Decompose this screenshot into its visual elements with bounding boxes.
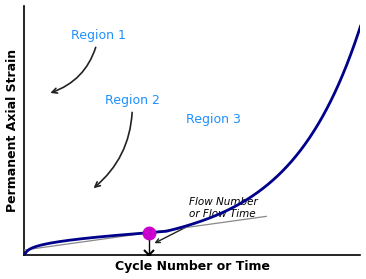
Text: Flow Number
or Flow Time: Flow Number or Flow Time: [156, 197, 258, 242]
Text: Region 1: Region 1: [52, 29, 126, 93]
Text: Region 2: Region 2: [95, 94, 160, 187]
X-axis label: Cycle Number or Time: Cycle Number or Time: [115, 260, 270, 273]
Y-axis label: Permanent Axial Strain: Permanent Axial Strain: [5, 49, 19, 212]
Text: Region 3: Region 3: [186, 113, 240, 126]
